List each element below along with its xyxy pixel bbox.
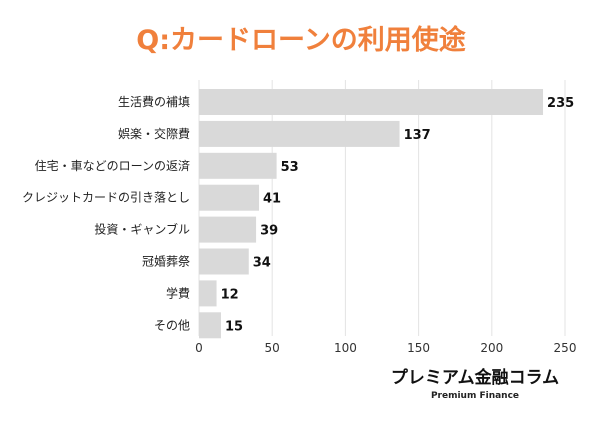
x-tick-label: 0 [195,341,203,355]
category-label: 冠婚葬祭 [142,255,190,269]
x-tick-label: 150 [407,341,430,355]
bar [199,312,221,339]
category-label: 生活費の補填 [118,94,190,109]
bar [199,280,217,307]
chart-title: Q:カードローンの利用使途 [136,24,466,56]
data-label: 53 [281,160,299,175]
data-label: 12 [221,287,239,302]
data-label: 41 [263,192,281,207]
data-label: 39 [260,224,278,239]
x-tick-label: 250 [554,341,577,355]
bar [199,216,257,243]
value-labels: 235 137 53 41 39 34 12 15 [221,96,575,334]
category-label: その他 [154,318,190,332]
data-label: 137 [404,128,431,143]
x-axis-ticks: 0 50 100 150 200 250 [195,341,576,355]
x-tick-label: 100 [334,341,357,355]
category-labels: 生活費の補填娯楽・交際費住宅・車などのローンの返済クレジットカードの引き落とし投… [22,94,190,332]
bar [199,152,277,179]
bar [199,184,260,211]
bar [199,248,249,275]
category-label: 投資・ギャンブル [94,222,190,237]
bars [199,89,544,339]
bar [199,89,544,115]
data-label: 34 [253,256,271,271]
bar [199,120,400,147]
category-label: クレジットカードの引き落とし [22,191,190,205]
brand-subtitle: Premium Finance [431,391,519,401]
category-label: 娯楽・交際費 [118,126,190,141]
category-label: 学費 [166,285,190,300]
brand-name: プレミアム金融コラム [391,367,559,388]
category-label: 住宅・車などのローンの返済 [35,158,190,173]
data-label: 15 [225,319,243,334]
x-tick-label: 50 [265,341,280,355]
data-label: 235 [547,96,574,111]
x-tick-label: 200 [480,341,503,355]
